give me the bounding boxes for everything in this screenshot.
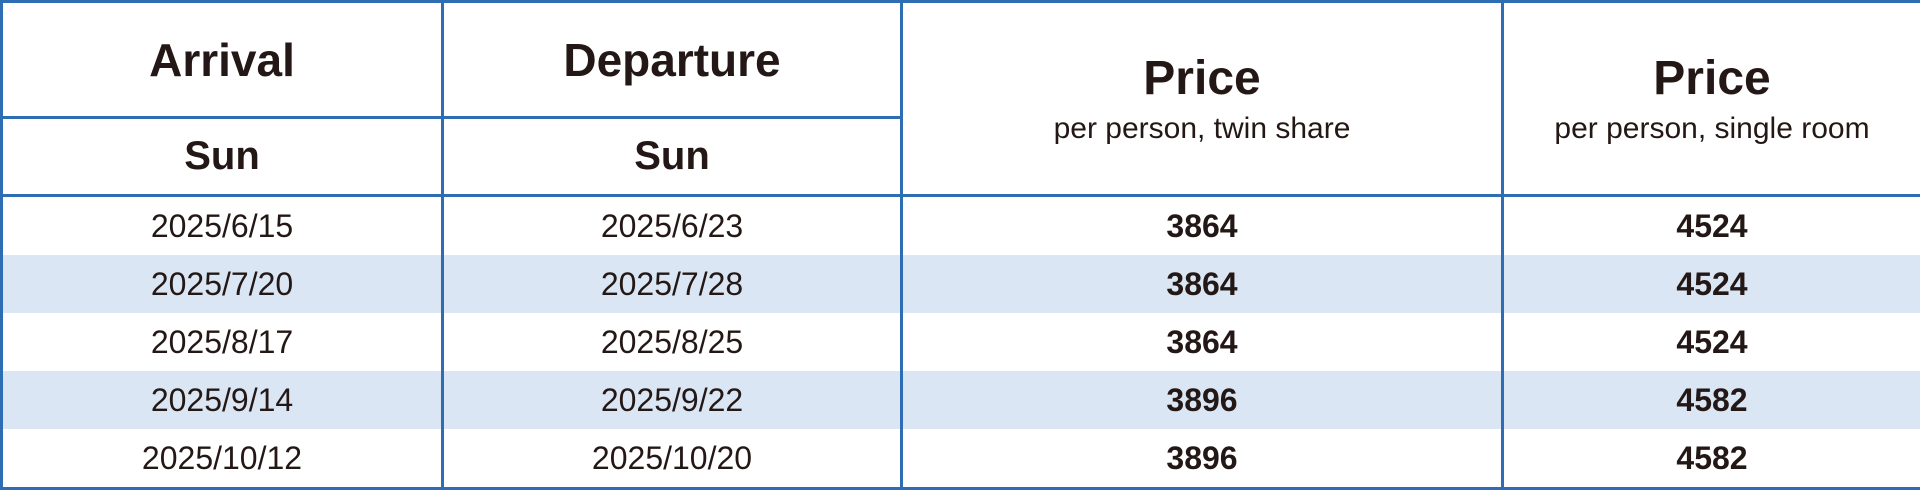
- price-cell: 4582: [1501, 429, 1920, 490]
- price-cell: 4524: [1501, 313, 1920, 371]
- date-cell: 2025/9/14: [0, 371, 444, 429]
- header-title: Price: [1143, 52, 1261, 105]
- date-cell: 2025/6/15: [0, 195, 444, 255]
- price-cell: 4582: [1501, 371, 1920, 429]
- date-cell: 2025/6/23: [441, 195, 903, 255]
- price-cell: 4524: [1501, 255, 1920, 313]
- date-cell: 2025/9/22: [441, 371, 903, 429]
- price-cell: 4524: [1501, 195, 1920, 255]
- table-row: 2025/6/15 2025/6/23 3864 4524: [0, 195, 1920, 255]
- table-row: 2025/7/20 2025/7/28 3864 4524: [0, 255, 1920, 313]
- date-cell: 2025/10/12: [0, 429, 444, 490]
- table-row: 2025/10/12 2025/10/20 3896 4582: [0, 429, 1920, 490]
- header-subtitle: per person, twin share: [1053, 112, 1351, 145]
- table-body: 2025/6/15 2025/6/23 3864 4524 2025/7/20 2025/…: [0, 195, 1920, 490]
- date-cell: 2025/7/28: [441, 255, 903, 313]
- date-cell: 2025/10/20: [441, 429, 903, 490]
- date-cell: 2025/8/17: [0, 313, 444, 371]
- price-cell: 3864: [900, 313, 1504, 371]
- price-cell: 3864: [900, 255, 1504, 313]
- date-cell: 2025/8/25: [441, 313, 903, 371]
- header-subtitle: per person, single room: [1554, 112, 1870, 145]
- price-cell: 3896: [900, 429, 1504, 490]
- date-cell: 2025/7/20: [0, 255, 444, 313]
- header-cell: Price per person, twin share: [900, 0, 1504, 197]
- price-cell: 3896: [900, 371, 1504, 429]
- price-cell: 3864: [900, 195, 1504, 255]
- table-row: 2025/8/17 2025/8/25 3864 4524: [0, 313, 1920, 371]
- table-row: 2025/9/14 2025/9/22 3896 4582: [0, 371, 1920, 429]
- header-cell: Arrival: [0, 0, 444, 119]
- header-cell: Departure: [441, 0, 903, 119]
- header-cell: Price per person, single room: [1501, 0, 1920, 197]
- header-cell: Sun: [0, 116, 444, 197]
- header-title: Price: [1653, 52, 1771, 105]
- header-cell: Sun: [441, 116, 903, 197]
